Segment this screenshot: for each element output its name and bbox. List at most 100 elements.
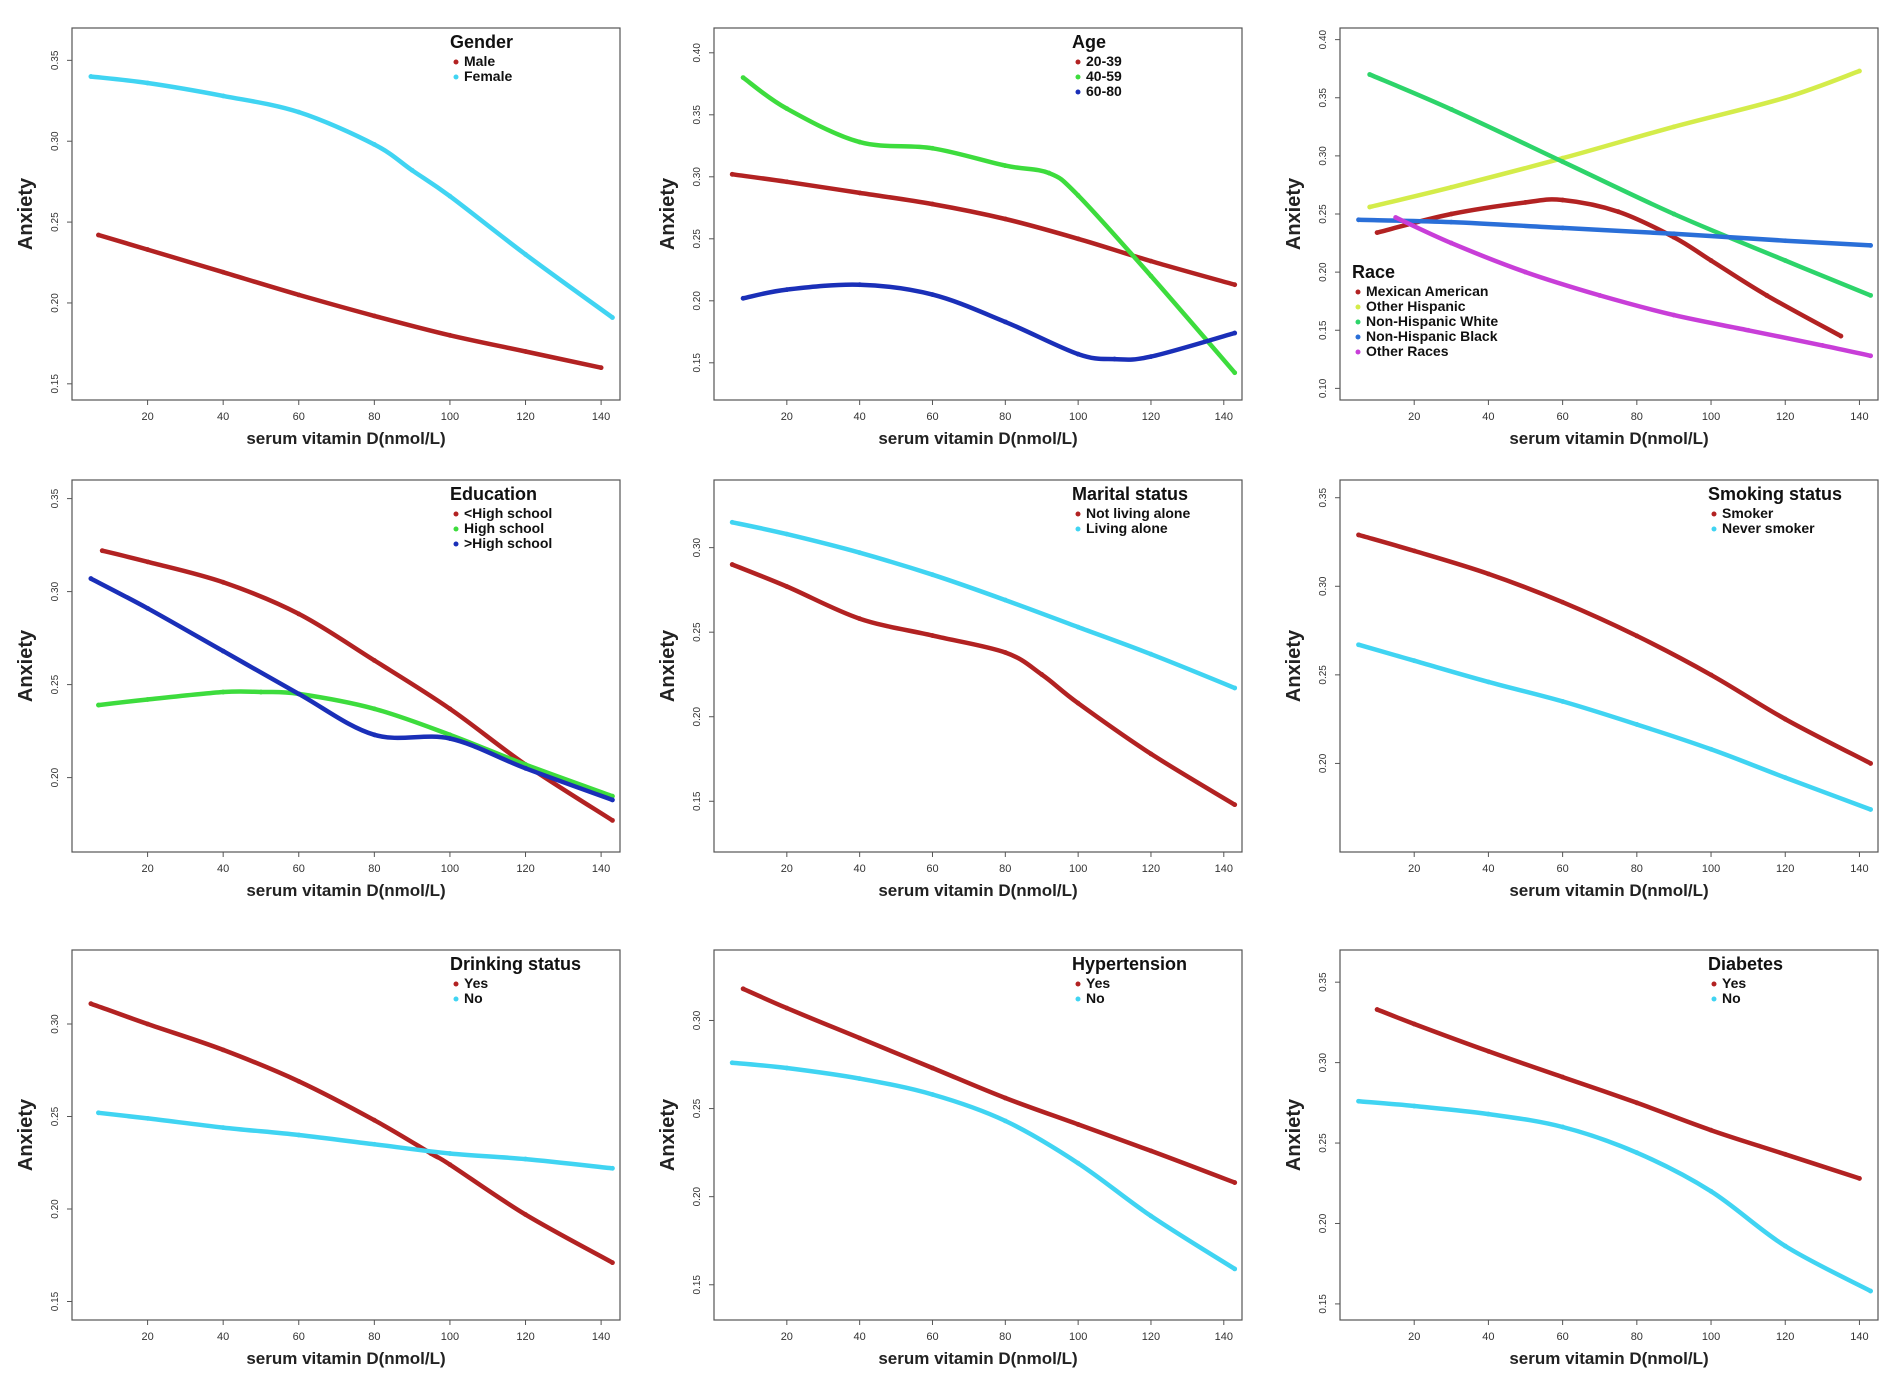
data-point [145, 247, 150, 252]
data-point [1232, 685, 1238, 691]
data-point [729, 171, 735, 177]
x-tick-label: 40 [217, 1331, 229, 1343]
data-point [1075, 351, 1081, 357]
legend-marker [1711, 511, 1717, 517]
x-tick-label: 80 [368, 863, 380, 875]
series-line-no [1356, 1098, 1873, 1294]
legend-item-label: No [1722, 990, 1741, 1006]
series-line-female [88, 74, 615, 320]
data-point [610, 1165, 615, 1171]
x-tick-label: 120 [1776, 411, 1794, 423]
legend-marker [453, 526, 459, 532]
data-point [1745, 327, 1751, 333]
data-point [930, 633, 935, 638]
y-axis-label: Anxiety [657, 177, 679, 250]
chart-age: 20 40 60 80 100 120 140 0.15 0.20 0.25 0.30 0.35 0.4… [657, 27, 1243, 448]
data-point [784, 287, 790, 293]
y-tick-label: 0.35 [1318, 88, 1329, 108]
x-axis-label: serum vitamin D(nmol/L) [878, 429, 1077, 448]
legend-title: Race [1352, 262, 1395, 282]
data-point [296, 1132, 302, 1138]
y-tick-label: 0.20 [50, 293, 61, 313]
data-point [145, 1115, 150, 1121]
data-point [1868, 242, 1873, 248]
legend-marker [453, 541, 459, 547]
y-tick-label: 0.15 [1318, 320, 1329, 340]
y-tick-label: 0.35 [692, 105, 703, 125]
data-point [371, 1141, 377, 1147]
series-line-yes [88, 1001, 615, 1265]
y-tick-label: 0.25 [1318, 204, 1329, 224]
data-point [99, 548, 105, 554]
series-line-non-hispanic-black [1356, 217, 1873, 248]
data-point [1671, 312, 1677, 318]
legend-item-label: Other Races [1366, 343, 1449, 359]
series-line-40-59 [740, 75, 1237, 375]
y-tick-label: 0.40 [1318, 29, 1329, 49]
x-tick-label: 20 [141, 1331, 153, 1343]
data-point [1486, 1048, 1491, 1054]
plot-frame [71, 949, 621, 1321]
data-point [371, 142, 377, 147]
data-point [1819, 342, 1825, 348]
x-tick-label: 140 [1215, 411, 1233, 423]
y-axis-label: Anxiety [657, 1098, 679, 1171]
x-tick-label: 80 [1631, 411, 1643, 423]
data-point [1112, 356, 1117, 362]
data-point [1782, 258, 1788, 263]
data-point [220, 269, 226, 275]
data-point [1002, 1095, 1008, 1101]
legend-marker [453, 996, 459, 1002]
y-tick-label: 0.30 [50, 581, 61, 601]
data-point [296, 611, 302, 617]
series-line-20-39 [729, 172, 1237, 287]
data-point [1782, 238, 1788, 244]
x-tick-label: 140 [1215, 863, 1233, 875]
x-axis-label: serum vitamin D(nmol/L) [1509, 1349, 1708, 1368]
y-axis-label: Anxiety [657, 629, 679, 702]
x-tick-label: 100 [441, 863, 459, 875]
x-tick-label: 60 [926, 411, 938, 423]
legend-item-label: Not living alone [1086, 505, 1190, 521]
data-point [784, 106, 790, 111]
data-point [523, 1156, 528, 1162]
x-tick-label: 40 [1482, 863, 1494, 875]
data-point [1708, 746, 1714, 752]
legend-title: Gender [450, 32, 513, 52]
data-point [96, 232, 101, 238]
x-tick-label: 120 [516, 863, 534, 875]
y-tick-label: 0.20 [1318, 753, 1329, 773]
data-point [1148, 273, 1154, 279]
y-tick-label: 0.20 [50, 1199, 61, 1219]
y-tick-label: 0.30 [1318, 1052, 1329, 1072]
data-point [740, 295, 746, 301]
legend-marker [1355, 304, 1361, 310]
x-tick-label: 100 [441, 411, 459, 423]
data-point [857, 282, 863, 288]
x-axis-label: serum vitamin D(nmol/L) [1509, 881, 1708, 900]
data-point [1486, 1111, 1491, 1117]
plot-frame [71, 479, 621, 853]
x-tick-label: 60 [1556, 1331, 1568, 1343]
x-tick-label: 100 [441, 1331, 459, 1343]
data-point [1448, 184, 1454, 190]
data-point [1046, 170, 1052, 176]
legend-item-label: High school [464, 520, 544, 536]
x-tick-label: 120 [1776, 863, 1794, 875]
y-tick-label: 0.35 [1318, 972, 1329, 992]
data-point [371, 1117, 377, 1123]
data-point [1075, 1160, 1081, 1166]
chart-gender: 20 40 60 80 100 120 140 0.15 0.20 0.25 0.30 0.35 ser… [15, 27, 621, 448]
legend-marker [1075, 59, 1081, 65]
data-point [1634, 1100, 1640, 1106]
data-point [1075, 700, 1081, 706]
data-point [930, 1092, 935, 1097]
legend-item-label: Smoker [1722, 505, 1774, 521]
data-point [1367, 204, 1373, 210]
x-tick-label: 140 [592, 1331, 610, 1343]
data-point [1523, 199, 1528, 205]
legend-marker [453, 74, 459, 80]
x-axis-label: serum vitamin D(nmol/L) [246, 1349, 445, 1368]
legend-marker [1711, 996, 1717, 1002]
data-point [96, 1110, 101, 1116]
